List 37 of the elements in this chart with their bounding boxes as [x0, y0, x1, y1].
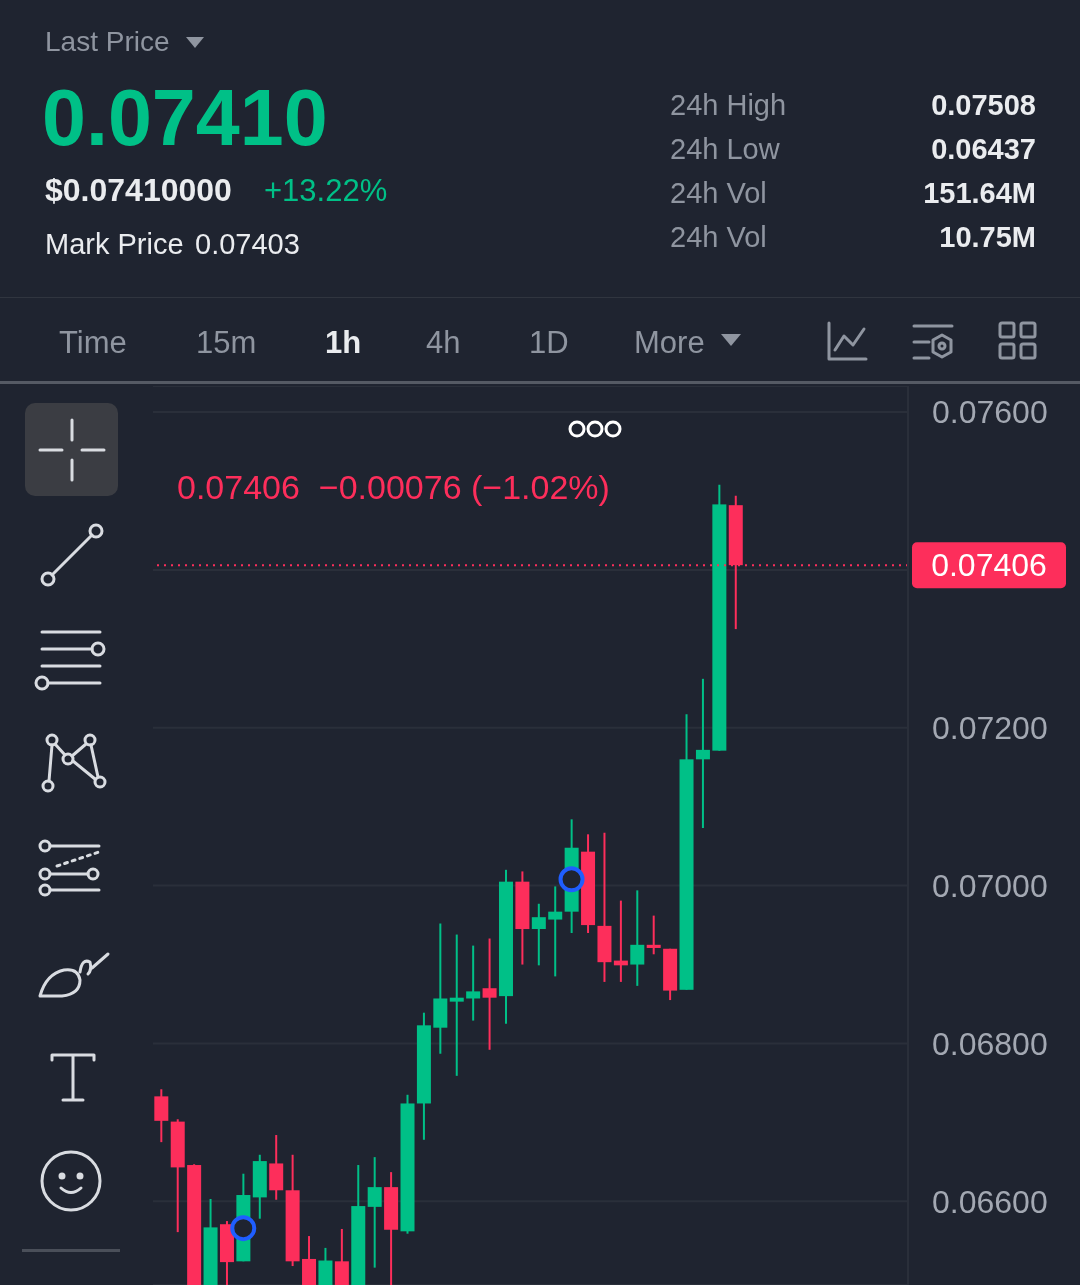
text: 0.07410 [42, 73, 328, 163]
text: +13.22% [264, 172, 388, 208]
annotation: 0.07406 −0.00076 (−1.02%) [177, 468, 610, 507]
text: 0.06437 [931, 132, 1036, 165]
text: 24h High [670, 88, 787, 121]
y-tick-label: 0.06800 [932, 1025, 1048, 1062]
text: 10.75M [939, 220, 1036, 253]
ref-line-label: 0.07406 [931, 547, 1047, 584]
text: $0.07410000 [45, 172, 232, 209]
text: 15m [196, 324, 257, 360]
y-tick-label: 0.07200 [932, 709, 1048, 746]
text: 151.64M [923, 176, 1036, 209]
candlestick [548, 885, 563, 978]
text: 24h Low [670, 132, 780, 165]
text: 1h [325, 324, 362, 360]
candlestick [449, 933, 464, 1077]
text: 0.07508 [931, 88, 1036, 121]
text: 0.07403 [195, 227, 300, 260]
candlestick [531, 902, 546, 967]
candlestick [367, 1156, 382, 1269]
y-tick-label: 0.06600 [932, 1183, 1048, 1220]
candlestick [482, 937, 497, 1051]
text: More [634, 324, 705, 360]
candlestick [334, 1227, 349, 1285]
candlestick [695, 677, 710, 829]
text: Last Price [45, 26, 170, 58]
text: 24h Vol [670, 176, 767, 209]
candlestick [466, 944, 481, 1022]
y-tick-label: 0.07000 [932, 867, 1048, 904]
text: 1D [529, 324, 569, 360]
text: 4h [426, 324, 461, 360]
candlestick [630, 889, 645, 987]
text: Mark Price [45, 227, 184, 260]
text: Time [59, 324, 127, 360]
text: 24h Vol [670, 220, 767, 253]
candlestick [646, 914, 661, 956]
y-tick-label: 0.07600 [932, 394, 1048, 431]
